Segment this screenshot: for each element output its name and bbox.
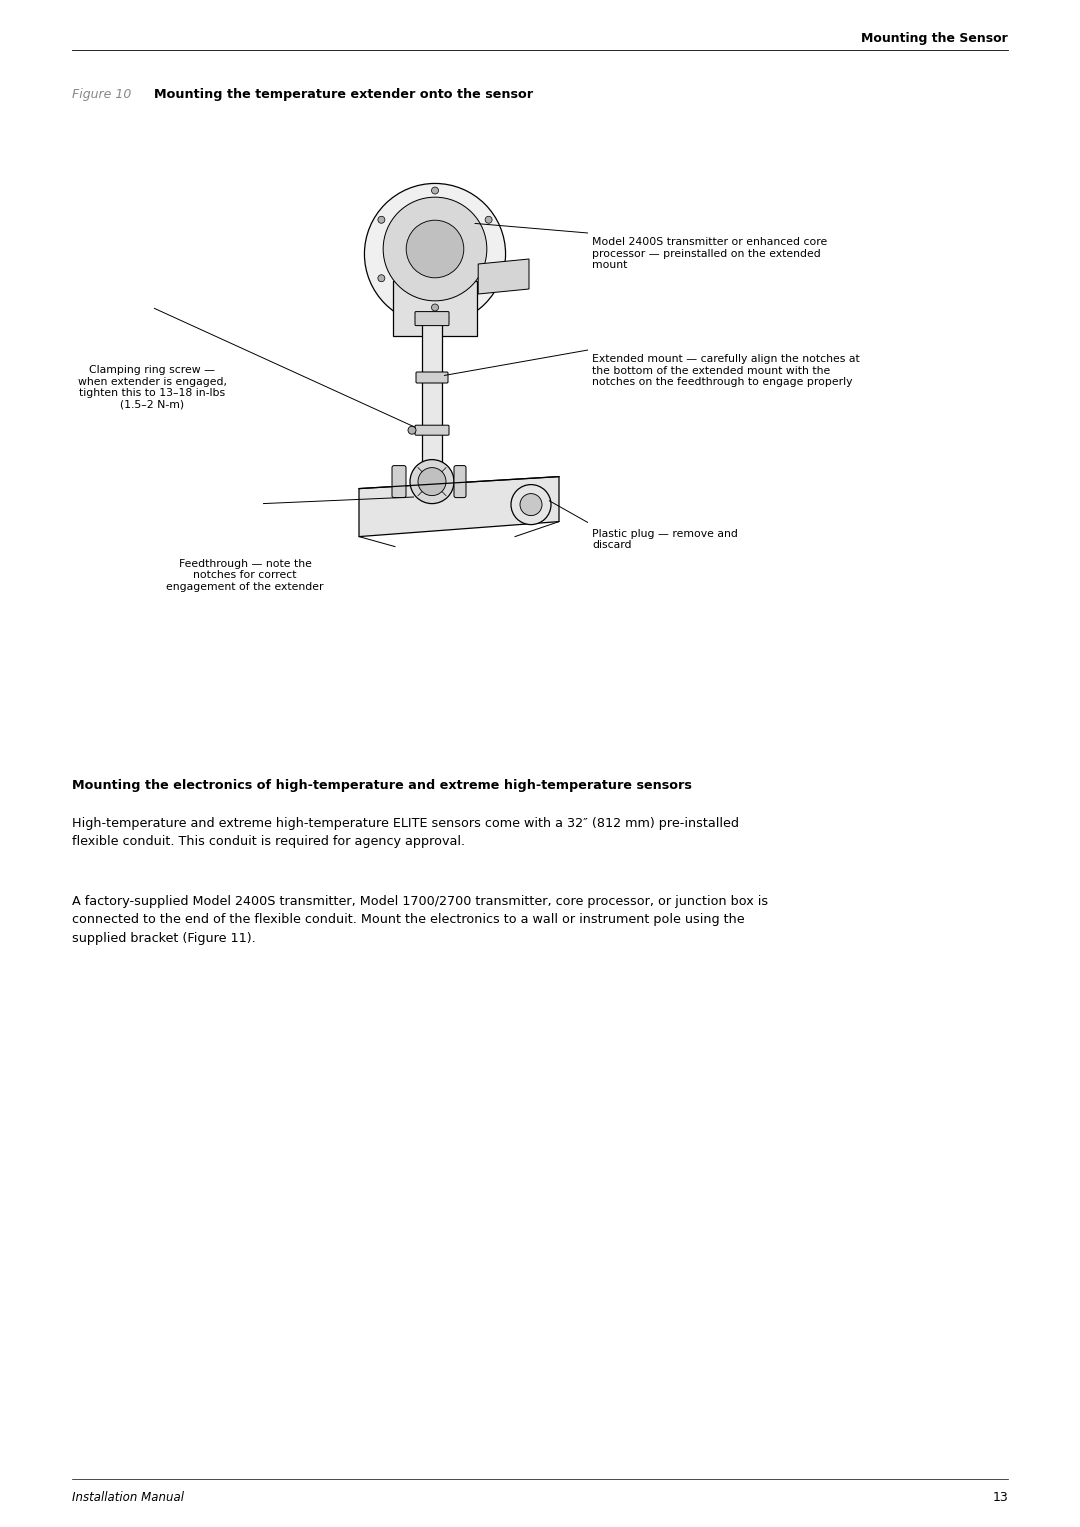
Text: 13: 13 (993, 1490, 1008, 1504)
Text: Clamping ring screw —
when extender is engaged,
tighten this to 13–18 in-lbs
(1.: Clamping ring screw — when extender is e… (78, 365, 227, 411)
Text: Mounting the electronics of high-temperature and extreme high-temperature sensor: Mounting the electronics of high-tempera… (72, 779, 692, 793)
Text: Model 2400S transmitter or enhanced core
processor — preinstalled on the extende: Model 2400S transmitter or enhanced core… (592, 237, 827, 270)
Circle shape (418, 467, 446, 496)
Polygon shape (359, 476, 559, 536)
Circle shape (432, 304, 438, 312)
Circle shape (410, 460, 454, 504)
FancyBboxPatch shape (416, 373, 448, 383)
Text: Mounting the temperature extender onto the sensor: Mounting the temperature extender onto t… (154, 89, 534, 101)
FancyBboxPatch shape (392, 466, 406, 498)
Circle shape (511, 484, 551, 525)
Circle shape (408, 426, 416, 434)
Text: High-temperature and extreme high-temperature ELITE sensors come with a 32″ (812: High-temperature and extreme high-temper… (72, 817, 739, 849)
Polygon shape (478, 260, 529, 295)
Text: Figure 10: Figure 10 (72, 89, 144, 101)
Circle shape (364, 183, 505, 325)
FancyBboxPatch shape (422, 319, 442, 473)
Circle shape (378, 275, 384, 282)
Text: Plastic plug — remove and
discard: Plastic plug — remove and discard (592, 528, 738, 550)
Text: A factory-supplied Model 2400S transmitter, Model 1700/2700 transmitter, core pr: A factory-supplied Model 2400S transmitt… (72, 895, 768, 945)
Circle shape (485, 275, 492, 282)
Text: Extended mount — carefully align the notches at
the bottom of the extended mount: Extended mount — carefully align the not… (592, 354, 860, 388)
FancyBboxPatch shape (415, 312, 449, 325)
Circle shape (432, 186, 438, 194)
FancyBboxPatch shape (415, 425, 449, 435)
Circle shape (383, 197, 487, 301)
Circle shape (519, 493, 542, 516)
Text: Installation Manual: Installation Manual (72, 1490, 184, 1504)
Circle shape (378, 217, 384, 223)
Circle shape (485, 217, 492, 223)
Text: Mounting the Sensor: Mounting the Sensor (861, 32, 1008, 44)
Circle shape (406, 220, 463, 278)
FancyBboxPatch shape (454, 466, 465, 498)
FancyBboxPatch shape (392, 281, 477, 336)
Text: Feedthrough — note the
notches for correct
engagement of the extender: Feedthrough — note the notches for corre… (166, 559, 324, 592)
